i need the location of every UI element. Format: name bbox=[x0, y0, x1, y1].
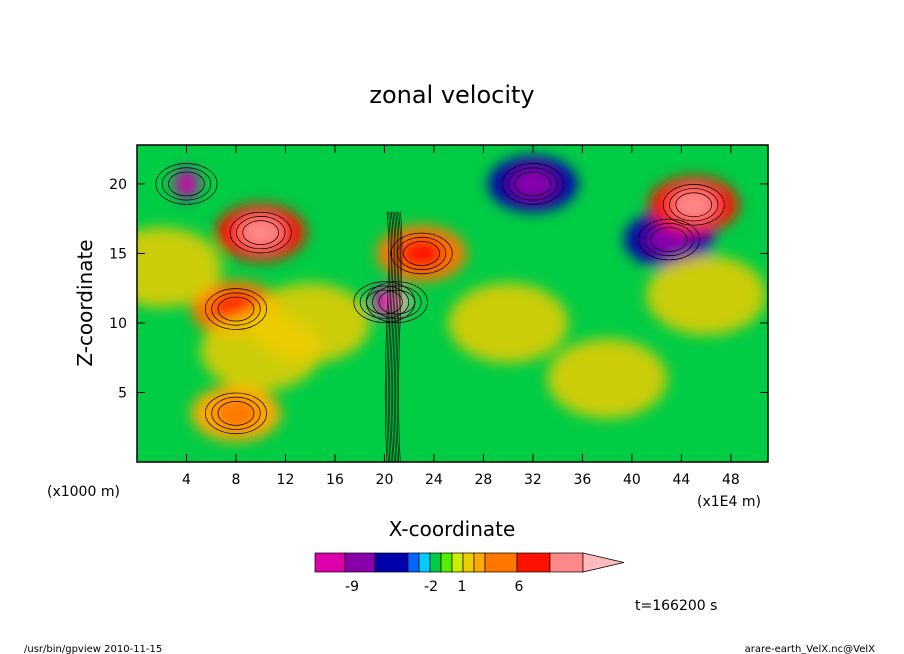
y-axis-ticks: 5 10 15 20 bbox=[109, 177, 768, 401]
contour-line bbox=[236, 216, 286, 250]
contour-line bbox=[398, 211, 403, 462]
x-tick-label: 16 bbox=[326, 472, 344, 488]
colorbar-segment bbox=[429, 552, 442, 573]
y-tick-label: 20 bbox=[109, 177, 127, 193]
contour-line bbox=[168, 171, 205, 197]
field-blob-core bbox=[646, 224, 692, 255]
contour-lines bbox=[155, 163, 725, 462]
contour-line bbox=[638, 218, 700, 261]
contour-line bbox=[392, 211, 397, 462]
y-tick-label: 10 bbox=[109, 316, 127, 332]
contour-line bbox=[211, 292, 261, 326]
field-blob bbox=[646, 255, 767, 336]
contour-line bbox=[403, 241, 440, 266]
colorbar-segment bbox=[516, 552, 551, 573]
colorbar-segment bbox=[314, 552, 346, 573]
contour-line bbox=[662, 184, 725, 226]
colorbar-tick-label: 1 bbox=[458, 579, 467, 595]
contour-line bbox=[366, 289, 403, 315]
contour-line bbox=[386, 211, 391, 462]
colorbar-tick-label: -2 bbox=[424, 579, 438, 595]
contour-line bbox=[353, 281, 416, 323]
colorbar-segment bbox=[473, 552, 486, 573]
x-tick-label: 24 bbox=[425, 472, 443, 488]
contour-line bbox=[650, 227, 688, 252]
x-tick-label: 44 bbox=[672, 472, 690, 488]
x-tick-label: 32 bbox=[524, 472, 542, 488]
colorbar-segment bbox=[462, 552, 475, 573]
footer-left: /usr/bin/gpview 2010-11-15 bbox=[24, 644, 162, 654]
field-blob-core bbox=[671, 189, 717, 221]
colorbar-segment bbox=[440, 552, 453, 573]
colorbar-segment bbox=[484, 552, 518, 573]
field-blob-core bbox=[213, 397, 259, 429]
colorbar-arrow bbox=[582, 552, 625, 573]
footer-right: arare-earth_VelX.nc@VelX bbox=[745, 644, 876, 654]
contour-line bbox=[669, 188, 719, 222]
x-tick-label: 8 bbox=[232, 472, 241, 488]
time-label: t=166200 s bbox=[635, 598, 717, 614]
plot-frame bbox=[136, 144, 769, 463]
contour-line bbox=[644, 222, 694, 257]
contour-line bbox=[501, 163, 564, 205]
contour-line bbox=[161, 167, 212, 201]
contour-line bbox=[229, 211, 292, 254]
field-blob bbox=[137, 227, 222, 308]
colorbar-segment bbox=[374, 552, 409, 573]
contour-line bbox=[514, 171, 552, 197]
colorbar-segment bbox=[344, 552, 376, 573]
x-unit-right: (x1E4 m) bbox=[697, 494, 761, 510]
contour-line bbox=[211, 396, 261, 430]
contour-line bbox=[396, 211, 401, 462]
contour-line bbox=[242, 220, 280, 245]
field-blob-core bbox=[173, 175, 200, 193]
contour-line bbox=[387, 211, 392, 462]
x-tick-label: 40 bbox=[623, 472, 641, 488]
contour-line bbox=[205, 392, 267, 435]
contour-line bbox=[384, 211, 389, 462]
contour-line bbox=[155, 163, 218, 205]
field-blob bbox=[448, 282, 569, 363]
chart-title: zonal velocity bbox=[369, 81, 534, 109]
x-tick-label: 36 bbox=[573, 472, 591, 488]
x-tick-label: 4 bbox=[182, 472, 191, 488]
x-tick-label: 48 bbox=[722, 472, 740, 488]
contour-line bbox=[395, 211, 400, 462]
x-tick-label: 20 bbox=[376, 472, 394, 488]
contour-line bbox=[205, 288, 267, 330]
x-tick-label: 12 bbox=[277, 472, 295, 488]
y-axis-label: Z-coordinate bbox=[73, 239, 97, 366]
y-tick-label: 5 bbox=[118, 385, 127, 401]
colorbar-segment bbox=[418, 552, 431, 573]
field-blob bbox=[250, 282, 371, 363]
contour-line bbox=[217, 400, 255, 426]
contour-line bbox=[389, 211, 394, 462]
colorbar bbox=[314, 552, 625, 573]
colorbar-segment bbox=[451, 552, 464, 573]
field-blob-core bbox=[238, 217, 284, 248]
contour-line bbox=[217, 296, 255, 322]
x-tick-label: 28 bbox=[475, 472, 493, 488]
contour-line bbox=[359, 285, 410, 319]
colorbar-labels: -9 -2 1 6 bbox=[345, 579, 524, 595]
contour-line bbox=[675, 192, 713, 218]
contour-line bbox=[390, 232, 453, 275]
contour-line bbox=[508, 167, 558, 201]
field-blob-core bbox=[399, 238, 444, 269]
x-unit-left: (x1000 m) bbox=[47, 484, 120, 500]
x-axis-ticks: 4 8 12 16 20 24 28 32 36 40 44 48 bbox=[182, 145, 740, 488]
field-blob bbox=[547, 338, 668, 419]
contour-line bbox=[393, 211, 398, 462]
colorbar-segment bbox=[407, 552, 420, 573]
y-tick-label: 15 bbox=[109, 246, 127, 262]
field-blob-core bbox=[371, 293, 398, 311]
field-blob-core bbox=[510, 168, 556, 200]
colorbar-tick-label: -9 bbox=[345, 579, 359, 595]
colorbar-segment bbox=[549, 552, 584, 573]
colorbar-tick-label: 6 bbox=[515, 579, 524, 595]
contour-line bbox=[390, 211, 395, 462]
x-axis-label: X-coordinate bbox=[389, 517, 516, 541]
